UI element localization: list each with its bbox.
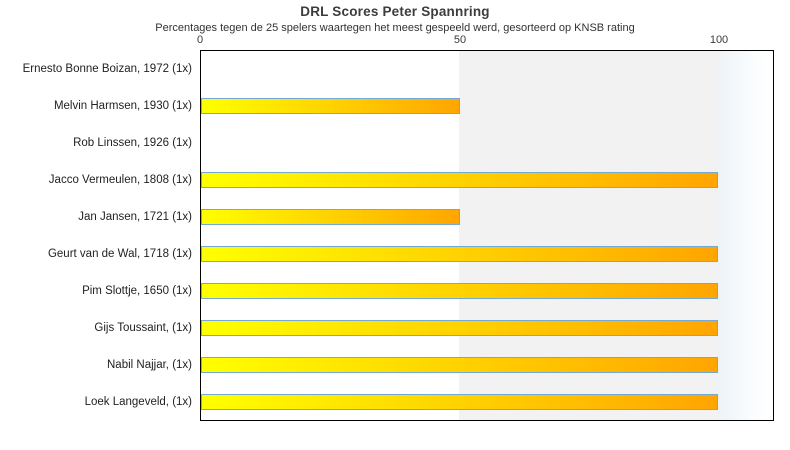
y-axis-label: Ernesto Bonne Boizan, 1972 (1x) [22, 62, 192, 75]
bar [201, 356, 718, 373]
y-axis-label: Melvin Harmsen, 1930 (1x) [53, 99, 192, 112]
bar [201, 172, 718, 189]
bar-row [201, 383, 773, 420]
y-axis-label: Pim Slottje, 1650 (1x) [82, 285, 192, 298]
bar [201, 282, 718, 299]
bar [201, 319, 718, 336]
bar-rows [201, 51, 773, 420]
bar-row [201, 88, 773, 125]
bar [201, 209, 460, 226]
y-axis-label: Jacco Vermeulen, 1808 (1x) [48, 173, 192, 186]
bar-row [201, 199, 773, 236]
plot-area [200, 50, 774, 421]
y-axis-label: Jan Jansen, 1721 (1x) [78, 210, 192, 223]
shaded-region-past-100 [718, 51, 773, 420]
x-axis-tick-0: 0 [196, 34, 204, 46]
bar [201, 393, 718, 410]
bar [201, 98, 460, 115]
bar-row [201, 51, 773, 88]
bar-row [201, 236, 773, 273]
y-axis-label: Nabil Najjar, (1x) [107, 359, 192, 372]
y-axis-label: Geurt van de Wal, 1718 (1x) [47, 248, 192, 261]
bar-row [201, 346, 773, 383]
bar-row [201, 125, 773, 162]
x-axis-tick-50: 50 [453, 34, 467, 46]
y-axis-label: Loek Langeveld, (1x) [84, 396, 192, 409]
bar-row [201, 309, 773, 346]
y-axis-label: Rob Linssen, 1926 (1x) [73, 136, 192, 149]
y-axis-labels: Ernesto Bonne Boizan, 1972 (1x) Melvin H… [0, 50, 192, 421]
bar-row [201, 272, 773, 309]
y-axis-label: Gijs Toussaint, (1x) [94, 322, 192, 335]
chart-subtitle: Percentages tegen de 25 spelers waartege… [155, 22, 635, 34]
chart-title: DRL Scores Peter Spannring [300, 4, 490, 19]
bar-row [201, 162, 773, 199]
x-axis-tick-100: 100 [709, 34, 729, 46]
bar [201, 245, 718, 262]
